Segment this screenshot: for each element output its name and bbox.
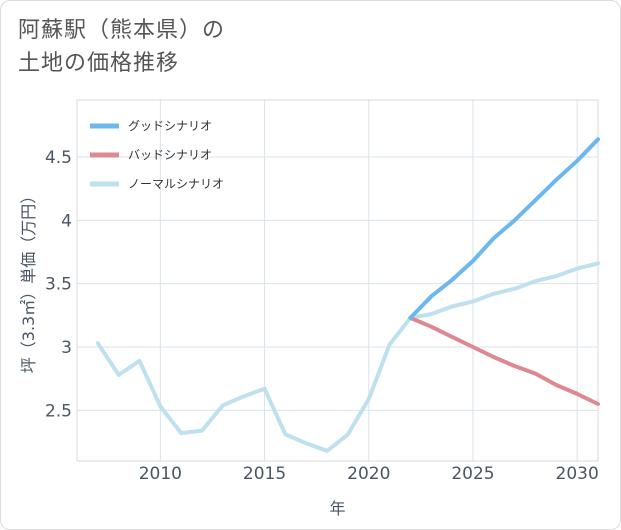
x-axis-title: 年 (329, 499, 345, 518)
series-line-2 (95, 261, 600, 453)
y-tick-label: 4 (61, 211, 72, 231)
x-tick-label: 2015 (243, 464, 286, 484)
series-line-1 (408, 315, 600, 406)
x-tick-label: 2030 (556, 464, 599, 484)
legend-label: ノーマルシナリオ (128, 177, 224, 191)
chart-title-line2: 土地の価格推移 (18, 51, 180, 76)
y-tick-label: 3 (61, 338, 72, 358)
legend-label: バッドシナリオ (128, 148, 212, 162)
y-tick-label: 2.5 (45, 401, 72, 421)
plot-area-frame (76, 99, 599, 462)
y-tick-label: 3.5 (45, 275, 72, 295)
chart-title-line1: 阿蘇駅（熊本県）の (18, 18, 226, 43)
series-line-0 (408, 137, 600, 320)
x-tick-label: 2020 (347, 464, 390, 484)
x-tick-label: 2010 (139, 464, 182, 484)
x-tick-label: 2025 (451, 464, 494, 484)
legend-label: グッドシナリオ (128, 119, 212, 133)
y-tick-label: 4.5 (45, 148, 72, 168)
chart-title: 阿蘇駅（熊本県）の 土地の価格推移 (18, 14, 225, 80)
y-axis-title: 坪（3.3㎡）単価（万円） (19, 188, 38, 373)
